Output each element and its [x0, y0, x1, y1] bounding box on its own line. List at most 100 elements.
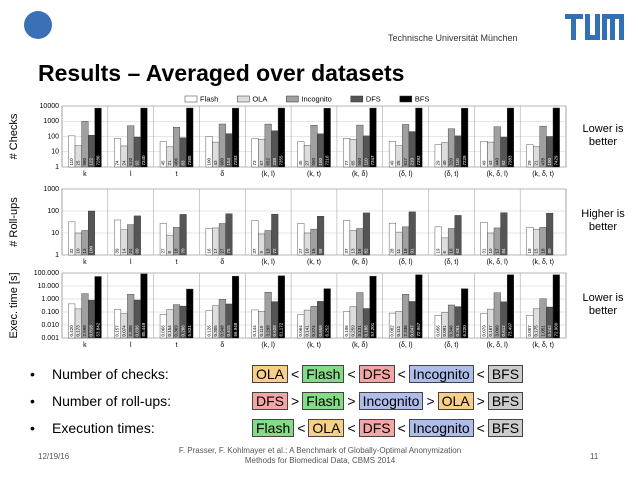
- value-label: 0.056: [435, 325, 440, 337]
- value-label: 7340: [141, 155, 146, 166]
- value-label: 0.167: [488, 325, 493, 337]
- bar: [232, 275, 240, 339]
- value-label: 1.051: [540, 325, 545, 337]
- value-label: 91: [409, 248, 414, 254]
- y-tick-label: 1000: [43, 118, 59, 125]
- method-box: Incognito: [358, 392, 424, 410]
- value-label: 40: [442, 160, 447, 166]
- legend-label: Flash: [200, 94, 218, 103]
- x-tick-label: (δ, t): [444, 259, 458, 266]
- value-label: 32: [69, 248, 74, 254]
- bar: [225, 213, 233, 256]
- value-label: 29: [527, 160, 532, 166]
- method-box: DFS: [252, 392, 288, 410]
- x-tick-label: k: [83, 259, 87, 266]
- logo: [24, 11, 52, 39]
- x-tick-label: (δ, l): [399, 171, 413, 178]
- value-label: 27: [298, 248, 303, 254]
- x-tick-label: l: [130, 342, 132, 349]
- y-tick-label: 10.000: [38, 283, 60, 290]
- value-label: 0.261: [455, 325, 460, 337]
- value-label: 0.074: [121, 325, 126, 337]
- value-label: 0.173: [75, 325, 80, 337]
- citation: F. Prasser, F. Kohlmayer et al.: A Bench…: [160, 446, 480, 466]
- value-label: 18: [174, 248, 179, 254]
- x-tick-label: (k, t): [307, 171, 321, 178]
- legend-label: Incognito: [301, 94, 331, 103]
- value-label: 73.497: [508, 322, 513, 336]
- value-label: 210: [409, 157, 414, 165]
- value-label: 1: [141, 251, 146, 254]
- y-axis-title: Exec. time [s]: [8, 272, 20, 338]
- x-tick-label: (δ, t): [444, 342, 458, 349]
- value-label: 0.111: [396, 325, 401, 336]
- value-label: 49: [390, 160, 395, 166]
- value-label: 1: [187, 251, 192, 254]
- x-tick-label: (k, δ, l): [487, 259, 508, 266]
- tum-logo: [565, 14, 624, 40]
- bar: [500, 212, 508, 256]
- x-tick-label: (k, l): [261, 171, 275, 178]
- x-tick-label: δ: [220, 259, 224, 266]
- method-box: Flash: [252, 419, 295, 437]
- institution: Technische Universität München: [388, 33, 518, 43]
- value-label: 39: [115, 248, 120, 254]
- value-label: 3.131: [357, 325, 362, 337]
- value-label: 110: [455, 158, 460, 166]
- value-label: 67: [259, 160, 264, 166]
- note: Lower is better: [582, 122, 624, 148]
- value-label: 0.106: [344, 325, 349, 337]
- legend-swatch: [286, 95, 299, 103]
- value-label: 16: [449, 248, 454, 254]
- value-label: 0.154: [167, 325, 172, 337]
- value-label: 60: [135, 248, 140, 254]
- value-label: 3.298: [265, 325, 270, 337]
- bullet-dot: •: [30, 366, 35, 382]
- method-box: Flash: [302, 392, 345, 410]
- value-label: 122: [89, 157, 94, 165]
- x-tick-label: (δ, t): [444, 171, 458, 178]
- x-tick-label: l: [130, 171, 132, 178]
- value-label: 3.009: [494, 325, 499, 337]
- method-box: Incognito: [408, 419, 474, 437]
- value-label: 7382: [416, 155, 421, 166]
- value-label: 238: [272, 157, 277, 165]
- value-label: 0.369: [174, 325, 179, 337]
- method-box: BFS: [487, 419, 524, 437]
- value-label: 0.057: [527, 325, 532, 337]
- value-label: 660: [220, 157, 225, 165]
- value-label: 65: [350, 160, 355, 166]
- bullet-row: • Execution times: Flash < OLA < DFS < Incognito…: [30, 418, 524, 438]
- value-label: 15: [534, 248, 539, 254]
- value-label: 57.201: [370, 322, 375, 336]
- operator: >: [476, 393, 485, 409]
- bar: [277, 107, 285, 168]
- x-tick-label: t: [176, 259, 178, 266]
- value-label: 2.598: [82, 325, 87, 337]
- value-label: 478: [540, 157, 545, 165]
- bar: [232, 107, 240, 168]
- value-label: 13: [265, 248, 270, 254]
- x-tick-label: (δ, l): [399, 342, 413, 349]
- value-label: 92: [501, 160, 506, 166]
- bullet-dot: •: [30, 393, 35, 409]
- bar: [186, 288, 194, 339]
- legend-swatch: [350, 95, 364, 103]
- value-label: 1: [416, 251, 421, 254]
- value-label: 7286: [95, 155, 100, 166]
- value-label: 0.948: [220, 325, 225, 337]
- value-label: 0.346: [449, 325, 454, 337]
- value-label: 320: [449, 157, 454, 165]
- value-label: 100: [206, 157, 211, 165]
- y-tick-label: 10000: [40, 103, 60, 110]
- bar: [88, 210, 96, 256]
- value-label: 56.948: [233, 322, 238, 336]
- x-tick-label: (k, δ, l): [487, 171, 508, 178]
- bar: [317, 216, 325, 256]
- operator: <: [347, 366, 356, 382]
- y-tick-label: 100.000: [34, 270, 59, 277]
- method-box: Incognito: [408, 365, 474, 383]
- value-label: 85.449: [141, 322, 146, 336]
- y-tick-label: 0.010: [41, 322, 59, 329]
- operator: <: [476, 420, 485, 436]
